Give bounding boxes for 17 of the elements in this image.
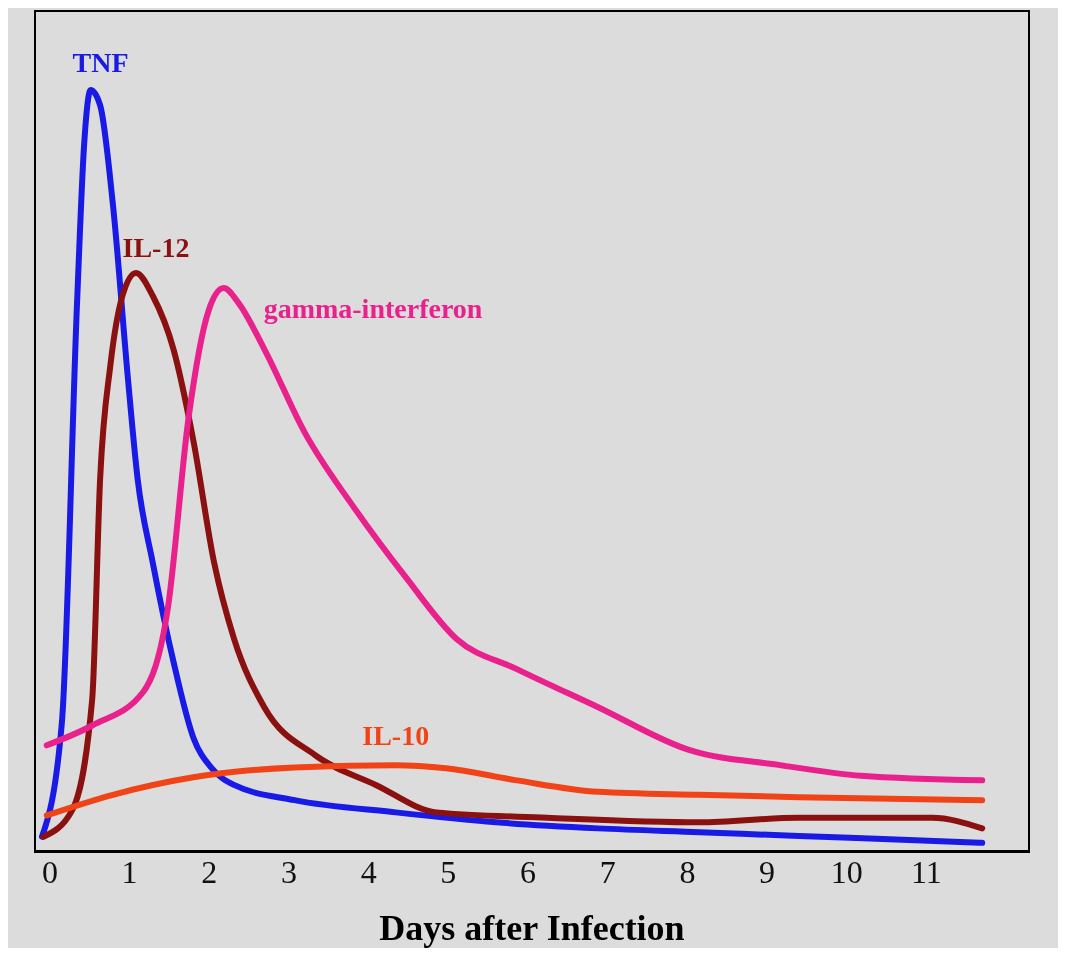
x-axis-title: Days after Infection (379, 908, 685, 948)
x-tick-label: 10 (830, 853, 863, 890)
series-label: IL-10 (362, 720, 430, 752)
series-label: TNF (72, 47, 129, 78)
series-label: gamma-interferon (263, 293, 483, 325)
series-label: IL-12 (122, 231, 190, 263)
x-tick-label: 0 (41, 853, 58, 890)
x-tick-label: 11 (911, 853, 942, 890)
x-tick-label: 4 (360, 853, 377, 890)
x-tick-label: 3 (280, 853, 297, 890)
x-tick-label: 7 (599, 853, 616, 890)
x-tick-label: 6 (520, 853, 537, 890)
x-tick-label: 8 (679, 853, 696, 890)
x-tick-label: 5 (440, 853, 457, 890)
x-tick-label: 9 (759, 853, 776, 890)
x-tick-label: 2 (201, 853, 218, 890)
x-tick-label: 1 (121, 853, 138, 890)
